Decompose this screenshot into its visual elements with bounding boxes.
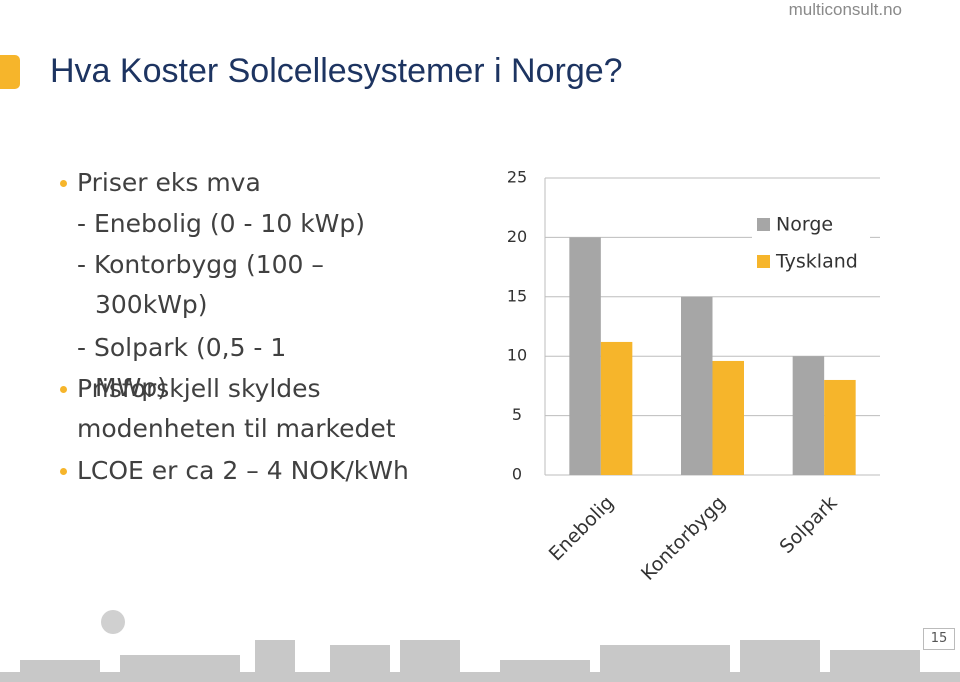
title-marker — [0, 55, 20, 89]
legend-swatch — [757, 255, 770, 268]
legend-box — [752, 212, 870, 278]
y-tick-label: 25 — [507, 168, 527, 187]
bullet-dot — [60, 386, 67, 393]
bar — [792, 356, 825, 475]
legend-label: Tyskland — [775, 251, 858, 273]
bar — [824, 379, 856, 475]
bullet-dot — [60, 180, 67, 187]
x-tick-label: Kontorbygg — [637, 492, 730, 585]
y-tick-label: 0 — [512, 465, 522, 484]
bar — [712, 360, 744, 475]
legend-label: Norge — [776, 214, 833, 236]
page-number: 15 — [923, 628, 955, 650]
x-tick-label: Enebolig — [545, 492, 619, 566]
site-name: multiconsult.no — [788, 0, 902, 19]
bullet-dot — [60, 468, 67, 475]
skyline — [0, 610, 960, 682]
bullet: Prisforskjell skyldes modenheten til mar… — [77, 374, 396, 443]
y-tick-label: 5 — [512, 405, 522, 424]
slide-title: Hva Koster Solcellesystemer i Norge? — [50, 52, 623, 90]
legend-swatch — [757, 218, 770, 231]
y-tick-label: 15 — [507, 286, 527, 305]
x-tick-label: Solpark — [775, 492, 841, 558]
sub-bullet: - Solpark (0,5 - 1 MWp) — [77, 333, 287, 402]
y-tick-label: 20 — [507, 227, 527, 246]
sub-bullet: - Kontorbygg (100 – 300kWp) — [77, 250, 324, 319]
sub-bullet: - Enebolig (0 - 10 kWp) — [77, 209, 366, 238]
y-tick-label: 10 — [507, 346, 527, 365]
bar — [681, 296, 713, 475]
bar — [600, 341, 633, 475]
bar — [569, 237, 601, 475]
bullet: LCOE er ca 2 – 4 NOK/kWh — [77, 456, 409, 485]
bullet: Priser eks mva — [77, 168, 261, 197]
